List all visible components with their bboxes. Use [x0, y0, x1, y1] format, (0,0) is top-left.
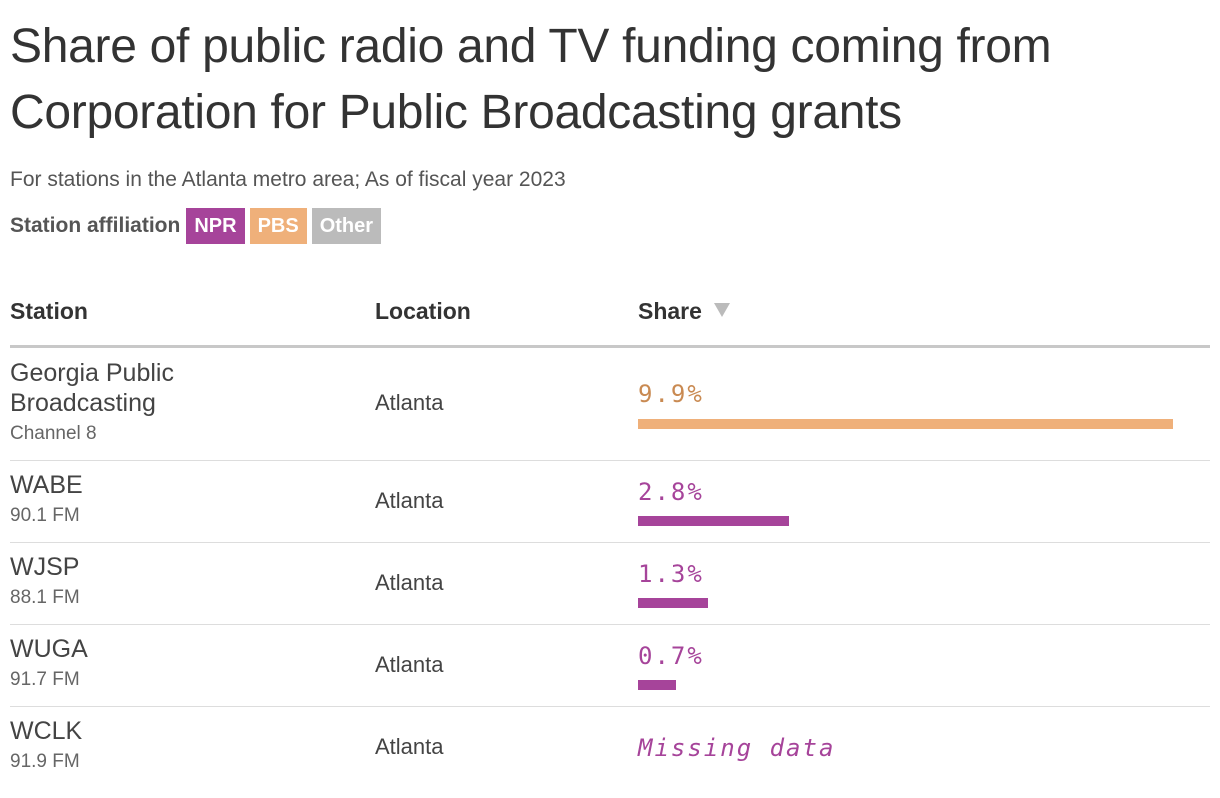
legend: Station affiliation NPR PBS Other: [10, 208, 386, 244]
chart-subtitle: For stations in the Atlanta metro area; …: [10, 168, 566, 191]
sort-down-icon[interactable]: [713, 303, 730, 317]
station-location: Atlanta: [375, 488, 444, 513]
station-name: WABE: [10, 471, 83, 499]
station-detail: 88.1 FM: [10, 587, 80, 608]
station-location: Atlanta: [375, 734, 444, 759]
station-name: WJSP: [10, 553, 80, 581]
share-value-label: 9.9%: [638, 380, 704, 408]
share-bar: [638, 419, 1173, 429]
share-value-label: 1.3%: [638, 560, 704, 588]
share-bar: [638, 598, 708, 608]
station-name: WUGA: [10, 635, 88, 663]
share-value-label: 0.7%: [638, 642, 704, 670]
column-header-share-label: Share: [638, 298, 702, 324]
chart-title: Share of public radio and TV funding com…: [10, 20, 1052, 139]
table-row: Georgia Public Broadcasting Channel 8 Atla…: [10, 348, 1210, 461]
missing-data-label: Missing data: [638, 734, 836, 762]
station-detail: Channel 8: [10, 423, 97, 444]
station-location: Atlanta: [375, 390, 444, 415]
share-value-label: 2.8%: [638, 478, 704, 506]
station-detail: 91.9 FM: [10, 751, 80, 772]
column-header-share[interactable]: Share: [638, 298, 730, 325]
table-header: Station Location Share: [10, 294, 1210, 332]
station-name: Georgia Public Broadcasting: [10, 359, 174, 417]
station-detail: 91.7 FM: [10, 669, 80, 690]
station-name: WCLK: [10, 717, 83, 745]
header-divider: [10, 345, 1210, 348]
share-bar: [638, 680, 676, 690]
station-detail: 90.1 FM: [10, 505, 80, 526]
table-row: WJSP 88.1 FM Atlanta 1.3%: [10, 542, 1210, 625]
table-row: WABE 90.1 FM Atlanta 2.8%: [10, 460, 1210, 543]
column-header-location[interactable]: Location: [375, 298, 471, 324]
table-row: WCLK 91.9 FM Atlanta Missing data: [10, 706, 1210, 788]
table-row: WUGA 91.7 FM Atlanta 0.7%: [10, 624, 1210, 707]
legend-label: Station affiliation: [10, 214, 181, 237]
station-location: Atlanta: [375, 652, 444, 677]
legend-item-other: Other: [311, 208, 382, 244]
legend-item-npr: NPR: [186, 208, 245, 244]
station-location: Atlanta: [375, 570, 444, 595]
legend-item-pbs: PBS: [249, 208, 307, 244]
column-header-station[interactable]: Station: [10, 298, 88, 324]
share-bar: [638, 516, 789, 526]
